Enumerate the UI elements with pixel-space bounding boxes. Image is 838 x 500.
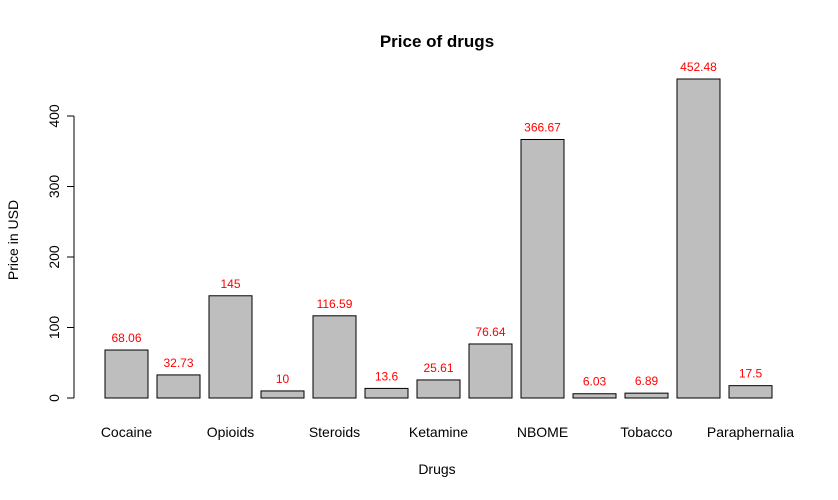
bar xyxy=(468,343,513,399)
data-label: 13.6 xyxy=(375,369,399,383)
bar xyxy=(104,349,149,399)
data-label: 116.59 xyxy=(317,297,353,311)
data-label: 452.48 xyxy=(680,60,717,74)
bar xyxy=(156,374,201,399)
bars-group: 68.06 32.73 145 10 116.59 13.6 25.61 76.64 366.6… xyxy=(104,60,773,399)
data-label: 76.64 xyxy=(475,325,505,339)
y-axis-label: Price in USD xyxy=(5,200,21,280)
chart-title: Price of drugs xyxy=(380,32,494,51)
bar xyxy=(208,295,253,399)
y-tick-label: 100 xyxy=(46,316,62,340)
data-label: 17.5 xyxy=(739,367,763,381)
x-tick-label: Cocaine xyxy=(101,424,153,440)
bar xyxy=(572,393,617,399)
bar xyxy=(416,379,461,399)
x-tick-label: Tobacco xyxy=(620,424,672,440)
y-axis: 0 100 200 300 400 xyxy=(46,104,75,402)
y-tick-label: 0 xyxy=(46,394,62,402)
data-label: 32.73 xyxy=(163,356,193,370)
x-tick-label: Paraphernalia xyxy=(707,424,794,440)
x-tick-label: NBOME xyxy=(517,424,568,440)
x-tick-label: Opioids xyxy=(207,424,254,440)
data-label: 10 xyxy=(276,372,290,386)
y-tick-label: 200 xyxy=(46,245,62,269)
bar xyxy=(364,387,409,399)
data-label: 25.61 xyxy=(423,361,453,375)
data-label: 6.89 xyxy=(635,374,659,388)
category-labels: Cocaine Opioids Steroids Ketamine NBOME Tobac… xyxy=(101,424,794,440)
bar xyxy=(312,315,357,399)
x-tick-label: Ketamine xyxy=(409,424,468,440)
data-label: 6.03 xyxy=(583,375,607,389)
data-label: 366.67 xyxy=(524,120,561,134)
bar xyxy=(260,390,305,399)
bar xyxy=(728,385,773,399)
bar xyxy=(676,78,721,399)
bar xyxy=(520,138,565,399)
bar xyxy=(624,392,669,399)
data-label: 68.06 xyxy=(111,331,141,345)
x-tick-label: Steroids xyxy=(309,424,360,440)
y-tick-label: 300 xyxy=(46,175,62,199)
data-label: 145 xyxy=(220,277,240,291)
y-tick-label: 400 xyxy=(46,104,62,128)
x-axis-label: Drugs xyxy=(418,461,455,477)
